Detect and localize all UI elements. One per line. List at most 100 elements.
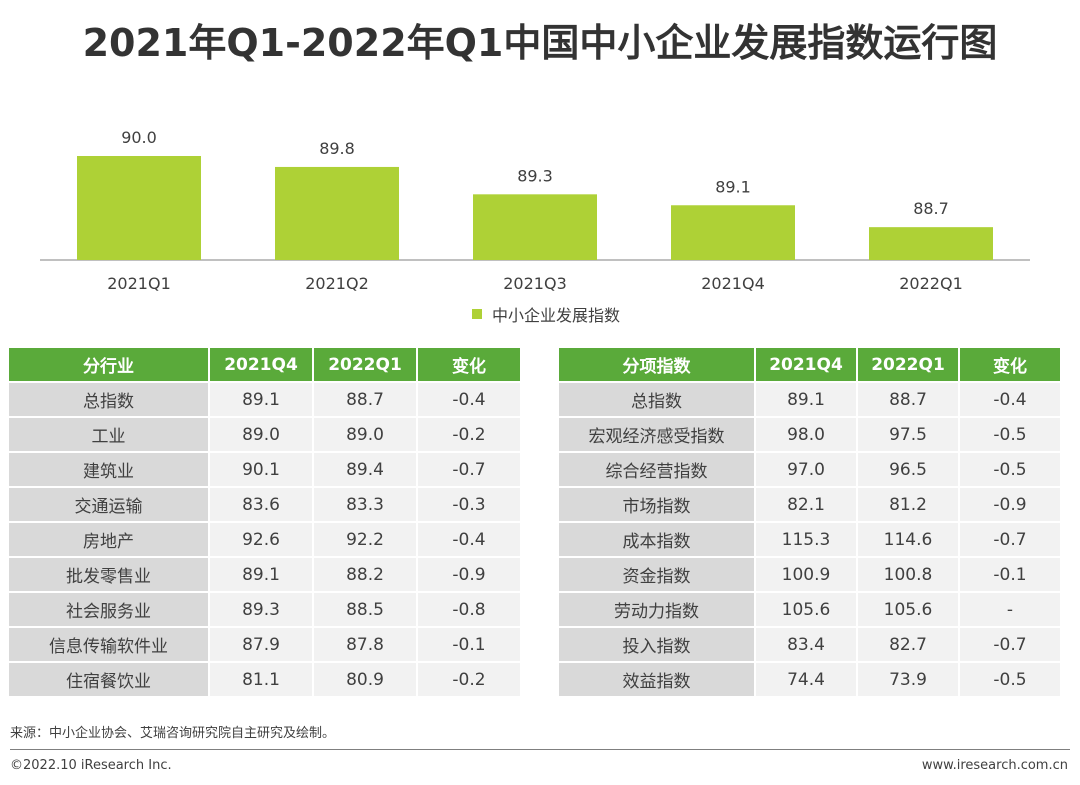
bar-2021Q4 <box>671 205 795 260</box>
table-header-cell: 2022Q1 <box>858 348 958 381</box>
x-tick-label: 2022Q1 <box>899 274 963 293</box>
table-row: 房地产 92.6 92.2 -0.4 <box>9 523 520 556</box>
copyright: ©2022.10 iResearch Inc. <box>10 758 172 773</box>
table-cell: 105.6 <box>756 593 856 626</box>
table-row: 总指数 89.1 88.7 -0.4 <box>9 383 520 416</box>
table-cell: -0.4 <box>418 523 520 556</box>
table-header-cell: 2022Q1 <box>314 348 416 381</box>
table-cell: 92.6 <box>210 523 312 556</box>
table-cell: -0.7 <box>418 453 520 486</box>
table-row: 社会服务业 89.3 88.5 -0.8 <box>9 593 520 626</box>
table-cell: 80.9 <box>314 663 416 696</box>
table-cell: -0.8 <box>418 593 520 626</box>
row-label: 社会服务业 <box>9 593 208 626</box>
chart-legend: 中小企业发展指数 <box>472 303 620 325</box>
row-label: 工业 <box>9 418 208 451</box>
table-cell: 89.3 <box>210 593 312 626</box>
table-cell: 87.9 <box>210 628 312 661</box>
table-cell: 97.5 <box>858 418 958 451</box>
table-cell: 90.1 <box>210 453 312 486</box>
row-label: 总指数 <box>9 383 208 416</box>
table-header-cell: 2021Q4 <box>756 348 856 381</box>
table-cell: -0.4 <box>418 383 520 416</box>
table-cell: 83.6 <box>210 488 312 521</box>
table-row: 信息传输软件业 87.9 87.8 -0.1 <box>9 628 520 661</box>
table-row: 总指数 89.1 88.7 -0.4 <box>559 383 1060 416</box>
table-cell: 88.2 <box>314 558 416 591</box>
row-label: 劳动力指数 <box>559 593 754 626</box>
footer-divider <box>10 749 1070 750</box>
table-cell: -0.5 <box>960 453 1060 486</box>
table-cell: -0.3 <box>418 488 520 521</box>
table-row: 宏观经济感受指数 98.0 97.5 -0.5 <box>559 418 1060 451</box>
table-row: 投入指数 83.4 82.7 -0.7 <box>559 628 1060 661</box>
table-cell: 88.7 <box>314 383 416 416</box>
row-label: 住宿餐饮业 <box>9 663 208 696</box>
table-cell: -0.2 <box>418 663 520 696</box>
row-label: 投入指数 <box>559 628 754 661</box>
table-row: 住宿餐饮业 81.1 80.9 -0.2 <box>9 663 520 696</box>
industry-table: 分行业 2021Q4 2022Q1 变化 总指数 89.1 88.7 -0.4 工业 89.0 8… <box>7 346 522 698</box>
bar-value-label: 89.3 <box>517 166 553 185</box>
table-cell: 89.4 <box>314 453 416 486</box>
table-cell: - <box>960 593 1060 626</box>
bar-2021Q3 <box>473 194 597 260</box>
table-cell: 81.1 <box>210 663 312 696</box>
table-cell: 89.1 <box>210 383 312 416</box>
row-label: 宏观经济感受指数 <box>559 418 754 451</box>
row-label: 交通运输 <box>9 488 208 521</box>
table-row: 建筑业 90.1 89.4 -0.7 <box>9 453 520 486</box>
table-cell: 89.0 <box>210 418 312 451</box>
x-tick-label: 2021Q4 <box>701 274 765 293</box>
table-row: 资金指数 100.9 100.8 -0.1 <box>559 558 1060 591</box>
table-cell: 83.3 <box>314 488 416 521</box>
table-cell: -0.5 <box>960 418 1060 451</box>
table-cell: 74.4 <box>756 663 856 696</box>
bar-value-label: 89.1 <box>715 177 751 196</box>
table-cell: 98.0 <box>756 418 856 451</box>
table-row: 综合经营指数 97.0 96.5 -0.5 <box>559 453 1060 486</box>
bar-chart: 90.0 2021Q1 89.8 2021Q2 89.3 2021Q3 89.1 2021Q4… <box>40 128 1030 293</box>
bar-value-label: 88.7 <box>913 199 949 218</box>
table-cell: 82.1 <box>756 488 856 521</box>
bar-value-label: 90.0 <box>121 128 157 147</box>
table-cell: 82.7 <box>858 628 958 661</box>
table-header-cell: 分项指数 <box>559 348 754 381</box>
page-title: 2021年Q1-2022年Q1中国中小企业发展指数运行图 <box>82 21 998 65</box>
table-row: 工业 89.0 89.0 -0.2 <box>9 418 520 451</box>
table-cell: 105.6 <box>858 593 958 626</box>
table-cell: 83.4 <box>756 628 856 661</box>
table-cell: 89.0 <box>314 418 416 451</box>
row-label: 信息传输软件业 <box>9 628 208 661</box>
row-label: 总指数 <box>559 383 754 416</box>
bar-2022Q1 <box>869 227 993 260</box>
table-cell: 88.5 <box>314 593 416 626</box>
bar-2021Q1 <box>77 156 201 260</box>
row-label: 建筑业 <box>9 453 208 486</box>
website-url: www.iresearch.com.cn <box>921 758 1068 773</box>
row-label: 房地产 <box>9 523 208 556</box>
table-cell: -0.1 <box>960 558 1060 591</box>
legend-swatch <box>472 309 482 319</box>
table-cell: -0.1 <box>418 628 520 661</box>
table-row: 成本指数 115.3 114.6 -0.7 <box>559 523 1060 556</box>
table-cell: 87.8 <box>314 628 416 661</box>
table-cell: -0.9 <box>960 488 1060 521</box>
row-label: 批发零售业 <box>9 558 208 591</box>
table-cell: 89.1 <box>756 383 856 416</box>
table-cell: -0.9 <box>418 558 520 591</box>
table-cell: 100.9 <box>756 558 856 591</box>
table-cell: 96.5 <box>858 453 958 486</box>
x-tick-label: 2021Q1 <box>107 274 171 293</box>
row-label: 效益指数 <box>559 663 754 696</box>
row-label: 成本指数 <box>559 523 754 556</box>
table-row: 批发零售业 89.1 88.2 -0.9 <box>9 558 520 591</box>
table-cell: -0.5 <box>960 663 1060 696</box>
table-cell: 100.8 <box>858 558 958 591</box>
source-note: 来源：中小企业协会、艾瑞咨询研究院自主研究及绘制。 <box>10 726 336 741</box>
subindex-table: 分项指数 2021Q4 2022Q1 变化 总指数 89.1 88.7 -0.4 宏观经济感受… <box>557 346 1062 698</box>
bar-value-label: 89.8 <box>319 139 355 158</box>
row-label: 市场指数 <box>559 488 754 521</box>
table-header-cell: 变化 <box>960 348 1060 381</box>
table-header-cell: 变化 <box>418 348 520 381</box>
